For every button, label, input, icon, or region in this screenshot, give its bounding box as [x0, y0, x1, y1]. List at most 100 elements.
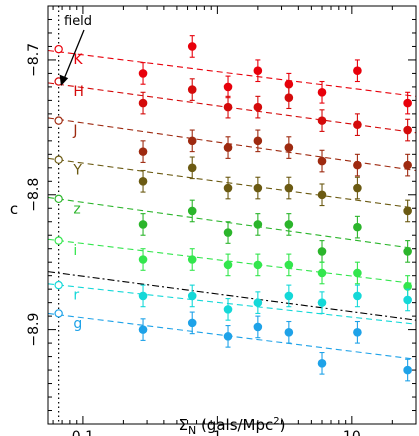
- fit-line-i: [47, 238, 417, 285]
- band-label-r: r: [73, 288, 79, 304]
- field-point-k: [54, 44, 63, 54]
- x-tick-label: 10: [343, 429, 361, 436]
- point-j: [253, 136, 263, 146]
- band-labels: KH J Yz i rg: [72, 52, 84, 332]
- point-r: [403, 295, 412, 305]
- point-y: [284, 183, 294, 193]
- point-g: [138, 325, 148, 334]
- point-r: [223, 305, 233, 314]
- field-point-j: [54, 116, 63, 125]
- band-label-y: Y: [72, 162, 82, 178]
- point-y: [353, 183, 362, 193]
- point-h: [317, 116, 327, 125]
- point-z: [284, 220, 294, 229]
- x-axis-label: ΣN (gals/Mpc2): [178, 416, 285, 436]
- field-point-r: [54, 280, 63, 290]
- point-j: [284, 143, 294, 152]
- point-r: [353, 291, 362, 301]
- point-g: [223, 332, 233, 341]
- point-k: [138, 69, 148, 78]
- fit-line-r: [47, 283, 417, 325]
- point-y: [187, 163, 197, 173]
- point-i: [187, 255, 197, 264]
- point-g: [187, 318, 197, 328]
- axes: 0.1 1 10 −8.7 −8.8 −8.9: [26, 5, 417, 436]
- point-r: [138, 291, 148, 301]
- fit-line-z: [47, 196, 417, 250]
- y-tick-label: −8.8: [26, 178, 42, 212]
- point-r: [253, 298, 263, 307]
- reference-line: [47, 271, 417, 321]
- fit-line-k: [47, 49, 417, 97]
- point-k: [403, 98, 412, 108]
- point-y: [317, 190, 327, 200]
- point-r: [317, 298, 327, 307]
- band-label-k: K: [73, 52, 83, 68]
- y-tick-label: −8.7: [26, 43, 42, 77]
- point-r: [284, 291, 294, 301]
- point-h: [253, 102, 263, 112]
- point-r: [187, 291, 197, 301]
- point-z: [403, 247, 412, 256]
- field-arrow-head: [59, 74, 69, 86]
- point-j: [138, 147, 148, 156]
- point-y: [223, 183, 233, 193]
- point-j: [223, 143, 233, 152]
- band-label-j: J: [72, 123, 77, 139]
- point-h: [403, 125, 412, 135]
- point-g: [317, 359, 327, 368]
- point-i: [223, 260, 233, 270]
- point-h: [353, 120, 362, 129]
- point-k: [353, 66, 362, 76]
- point-g: [403, 365, 412, 375]
- field-arrow-shaft: [63, 29, 85, 80]
- field-point-g: [54, 309, 63, 318]
- point-z: [317, 247, 327, 256]
- point-y: [253, 183, 263, 193]
- field-annotation: field: [64, 14, 92, 29]
- x-tick-label: 0.1: [72, 429, 94, 436]
- point-y: [403, 206, 412, 216]
- band-label-h: H: [73, 84, 84, 100]
- fit-lines: [47, 49, 417, 360]
- point-j: [403, 160, 412, 170]
- point-h: [284, 93, 294, 102]
- point-h: [223, 102, 233, 112]
- field-point-z: [54, 194, 63, 204]
- data-points: [138, 35, 412, 382]
- plot-frame: [47, 5, 417, 425]
- point-k: [317, 87, 327, 97]
- point-z: [223, 228, 233, 237]
- point-i: [284, 260, 294, 270]
- band-label-g: g: [73, 316, 82, 332]
- point-z: [138, 220, 148, 229]
- band-label-z: z: [73, 201, 80, 217]
- point-k: [253, 66, 263, 76]
- point-g: [284, 328, 294, 337]
- y-axis-label: c: [10, 200, 18, 218]
- fit-line-j: [47, 117, 417, 172]
- point-i: [138, 255, 148, 264]
- point-i: [317, 268, 327, 278]
- point-i: [253, 260, 263, 270]
- point-j: [317, 156, 327, 166]
- field-point-y: [54, 155, 63, 164]
- x-tick-label: 1: [213, 429, 222, 436]
- field-point-i: [54, 236, 63, 245]
- point-h: [187, 85, 197, 94]
- point-j: [353, 160, 362, 170]
- point-z: [253, 220, 263, 229]
- point-k: [223, 82, 233, 92]
- point-y: [138, 176, 148, 186]
- point-z: [187, 206, 197, 216]
- point-z: [353, 222, 362, 232]
- point-k: [187, 42, 197, 51]
- point-j: [187, 136, 197, 146]
- band-label-i: i: [73, 243, 77, 259]
- point-h: [138, 98, 148, 108]
- point-g: [253, 322, 263, 332]
- fit-line-y: [47, 157, 417, 209]
- y-tick-label: −8.9: [26, 313, 42, 347]
